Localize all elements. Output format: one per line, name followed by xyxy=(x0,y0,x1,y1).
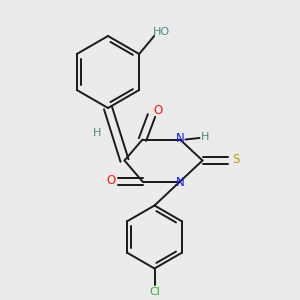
Text: O: O xyxy=(153,103,162,117)
Text: H: H xyxy=(200,132,209,142)
Text: N: N xyxy=(176,176,184,189)
Text: S: S xyxy=(232,153,239,167)
Text: H: H xyxy=(93,128,101,138)
Text: HO: HO xyxy=(153,27,170,38)
Text: Cl: Cl xyxy=(149,286,160,297)
Text: O: O xyxy=(106,174,116,188)
Text: N: N xyxy=(176,132,184,145)
